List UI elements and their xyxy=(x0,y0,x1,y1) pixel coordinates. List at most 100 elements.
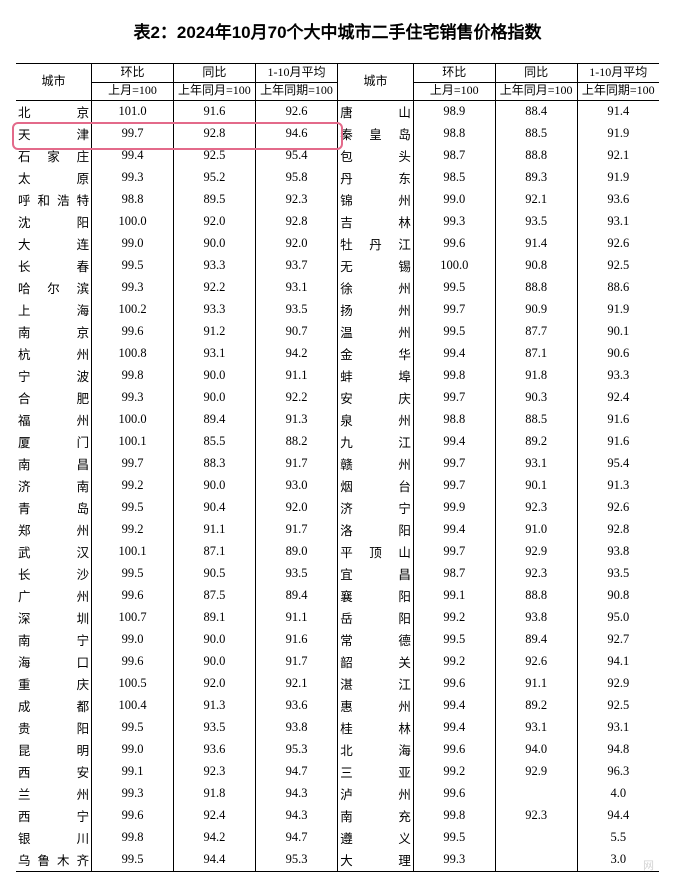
table-row: 平 顶 山99.792.993.8 xyxy=(338,541,659,563)
value-cell: 99.0 xyxy=(92,233,174,255)
hdr-city: 城市 xyxy=(16,64,92,100)
value-cell xyxy=(495,849,577,871)
value-cell: 98.9 xyxy=(413,100,495,123)
city-cell: 桂 林 xyxy=(338,717,414,739)
city-cell: 洛 阳 xyxy=(338,519,414,541)
table-row: 九 江99.489.291.6 xyxy=(338,431,659,453)
value-cell: 99.3 xyxy=(413,849,495,871)
value-cell: 92.3 xyxy=(173,761,255,783)
hdr-yoy: 同比 xyxy=(173,64,255,82)
left-table: 城市 环比 同比 1-10月平均 上月=100 上年同月=100 上年同期=10… xyxy=(16,64,337,871)
value-cell: 99.2 xyxy=(92,519,174,541)
table-row: 长 春99.593.393.7 xyxy=(16,255,337,277)
city-cell: 呼和浩特 xyxy=(16,189,92,211)
city-cell: 济 宁 xyxy=(338,497,414,519)
table-row: 吉 林99.393.593.1 xyxy=(338,211,659,233)
value-cell: 92.0 xyxy=(255,497,337,519)
value-cell: 93.1 xyxy=(495,453,577,475)
table-row: 济 宁99.992.392.6 xyxy=(338,497,659,519)
value-cell: 92.0 xyxy=(173,211,255,233)
value-cell: 89.2 xyxy=(495,431,577,453)
hdr-city-r: 城市 xyxy=(338,64,414,100)
value-cell: 85.5 xyxy=(173,431,255,453)
value-cell: 99.6 xyxy=(92,651,174,673)
value-cell: 91.6 xyxy=(255,629,337,651)
value-cell: 88.3 xyxy=(173,453,255,475)
table-row: 北 京101.091.692.6 xyxy=(16,100,337,123)
value-cell: 91.4 xyxy=(577,100,659,123)
table-row: 广 州99.687.589.4 xyxy=(16,585,337,607)
city-cell: 合 肥 xyxy=(16,387,92,409)
value-cell: 92.1 xyxy=(495,189,577,211)
value-cell: 90.8 xyxy=(577,585,659,607)
value-cell: 98.7 xyxy=(413,145,495,167)
left-header: 城市 环比 同比 1-10月平均 上月=100 上年同月=100 上年同期=10… xyxy=(16,64,337,100)
value-cell: 101.0 xyxy=(92,100,174,123)
value-cell: 91.2 xyxy=(173,321,255,343)
city-cell: 丹 东 xyxy=(338,167,414,189)
table-row: 南 昌99.788.391.7 xyxy=(16,453,337,475)
value-cell: 93.8 xyxy=(495,607,577,629)
city-cell: 平 顶 山 xyxy=(338,541,414,563)
city-cell: 上 海 xyxy=(16,299,92,321)
table-row: 深 圳100.789.191.1 xyxy=(16,607,337,629)
value-cell: 89.4 xyxy=(173,409,255,431)
city-cell: 襄 阳 xyxy=(338,585,414,607)
value-cell: 89.1 xyxy=(173,607,255,629)
value-cell: 99.2 xyxy=(92,475,174,497)
value-cell: 99.6 xyxy=(92,585,174,607)
city-cell: 常 德 xyxy=(338,629,414,651)
table-row: 徐 州99.588.888.6 xyxy=(338,277,659,299)
table-row: 乌鲁木齐99.594.495.3 xyxy=(16,849,337,871)
value-cell: 99.8 xyxy=(92,827,174,849)
value-cell: 90.5 xyxy=(173,563,255,585)
value-cell: 99.7 xyxy=(92,123,174,145)
value-cell: 99.5 xyxy=(413,827,495,849)
table-row: 大 连99.090.092.0 xyxy=(16,233,337,255)
table-row: 烟 台99.790.191.3 xyxy=(338,475,659,497)
table-row: 武 汉100.187.189.0 xyxy=(16,541,337,563)
value-cell: 99.8 xyxy=(413,365,495,387)
value-cell: 91.3 xyxy=(577,475,659,497)
value-cell: 92.9 xyxy=(495,761,577,783)
value-cell: 93.5 xyxy=(255,563,337,585)
city-cell: 秦 皇 岛 xyxy=(338,123,414,145)
value-cell: 99.8 xyxy=(413,805,495,827)
value-cell: 87.5 xyxy=(173,585,255,607)
table-row: 石 家 庄99.492.595.4 xyxy=(16,145,337,167)
city-cell: 石 家 庄 xyxy=(16,145,92,167)
city-cell: 厦 门 xyxy=(16,431,92,453)
city-cell: 包 头 xyxy=(338,145,414,167)
value-cell: 94.4 xyxy=(173,849,255,871)
value-cell: 89.4 xyxy=(255,585,337,607)
value-cell: 4.0 xyxy=(577,783,659,805)
city-cell: 福 州 xyxy=(16,409,92,431)
city-cell: 深 圳 xyxy=(16,607,92,629)
table-row: 遵 义99.55.5 xyxy=(338,827,659,849)
value-cell: 99.7 xyxy=(413,387,495,409)
value-cell: 95.4 xyxy=(577,453,659,475)
value-cell: 90.9 xyxy=(495,299,577,321)
value-cell: 91.6 xyxy=(577,409,659,431)
table-row: 呼和浩特98.889.592.3 xyxy=(16,189,337,211)
value-cell: 90.0 xyxy=(173,651,255,673)
city-cell: 南 昌 xyxy=(16,453,92,475)
value-cell: 88.8 xyxy=(495,145,577,167)
city-cell: 昆 明 xyxy=(16,739,92,761)
value-cell: 100.0 xyxy=(92,211,174,233)
value-cell: 99.1 xyxy=(92,761,174,783)
table-row: 三 亚99.292.996.3 xyxy=(338,761,659,783)
value-cell: 92.9 xyxy=(577,673,659,695)
value-cell: 94.7 xyxy=(255,761,337,783)
city-cell: 郑 州 xyxy=(16,519,92,541)
value-cell: 92.4 xyxy=(577,387,659,409)
value-cell: 99.9 xyxy=(413,497,495,519)
value-cell: 89.5 xyxy=(173,189,255,211)
value-cell: 5.5 xyxy=(577,827,659,849)
value-cell: 91.6 xyxy=(577,431,659,453)
value-cell: 92.2 xyxy=(173,277,255,299)
city-cell: 沈 阳 xyxy=(16,211,92,233)
table-row: 洛 阳99.491.092.8 xyxy=(338,519,659,541)
value-cell: 93.5 xyxy=(495,211,577,233)
value-cell: 96.3 xyxy=(577,761,659,783)
